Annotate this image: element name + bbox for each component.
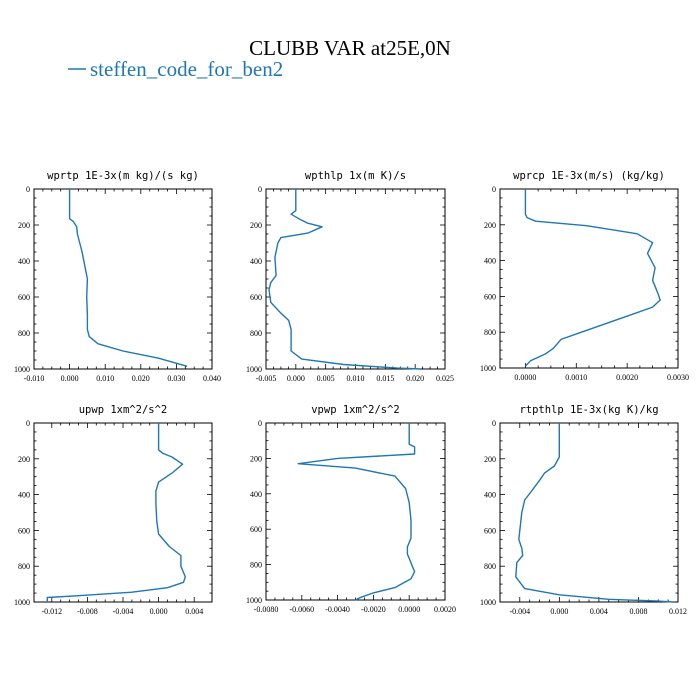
y-tick-label: 200 (484, 455, 496, 464)
y-tick-label: 1000 (14, 598, 30, 607)
x-tick-label: 0.000 (287, 374, 305, 383)
panel-1: wprtp 1E-3x(m kg)/(s kg) -0.010 0.000 0.010… (14, 170, 221, 383)
y-tick-label: 400 (250, 257, 262, 266)
y-tick-label: 1000 (246, 365, 262, 374)
x-tick-label: -0.004 (113, 607, 134, 616)
x-tick-label: 0.0000 (398, 605, 420, 614)
x-tick-label: 0.004 (185, 607, 203, 616)
y-tick-label: 1000 (480, 364, 496, 373)
panel-2: wpthlp 1x(m K)/s -0.005 0.000 0.005 0.010 0.0… (246, 170, 454, 383)
x-tick-label: 0.008 (629, 607, 647, 616)
x-tick-label: -0.005 (256, 374, 277, 383)
panel-5: vpwp 1xm^2/s^2 -0.0080 -0.0060 -0.0040 -0.00… (246, 404, 456, 614)
series-line (515, 423, 674, 603)
series-line (297, 423, 416, 601)
panel-title: vpwp 1xm^2/s^2 (311, 404, 400, 416)
y-tick-label: 600 (250, 293, 262, 302)
y-tick-label: 0 (26, 185, 30, 194)
y-tick-label: 600 (18, 526, 30, 535)
x-tick-label: -0.0020 (361, 605, 386, 614)
y-tick-label: 1000 (14, 365, 30, 374)
x-tick-label: -0.008 (77, 607, 98, 616)
x-tick-label: 0.025 (436, 374, 454, 383)
y-tick-label: 0 (258, 185, 262, 194)
x-tick-label: 0.0010 (565, 373, 587, 382)
y-tick-label: 0 (492, 419, 496, 428)
y-tick-label: 400 (18, 491, 30, 500)
plot-frame (265, 422, 446, 601)
figure-title: CLUBB VAR at25E,0N (249, 36, 451, 60)
x-tick-label: 0.000 (61, 374, 79, 383)
plot-frame (499, 422, 679, 603)
y-tick-label: 1000 (246, 596, 262, 605)
legend-label: steffen_code_for_ben2 (90, 57, 283, 81)
x-tick-label: -0.0080 (254, 605, 279, 614)
y-tick-label: 0 (492, 185, 496, 194)
x-tick-label: -0.0040 (325, 605, 350, 614)
y-tick-label: 200 (18, 221, 30, 230)
x-tick-label: 0.020 (406, 374, 424, 383)
y-tick-label: 800 (250, 329, 262, 338)
x-tick-label: -0.012 (41, 607, 62, 616)
y-tick-label: 600 (484, 526, 496, 535)
x-tick-label: 0.0030 (667, 373, 689, 382)
y-tick-label: 800 (18, 562, 30, 571)
x-tick-label: 0.005 (317, 374, 335, 383)
y-tick-label: 600 (484, 292, 496, 301)
x-tick-label: 0.0000 (514, 373, 536, 382)
panel-4: upwp 1xm^2/s^2 -0.012 -0.008 -0.004 0.000 0.0… (14, 404, 213, 616)
series-line (524, 189, 661, 367)
y-tick-label: 600 (250, 525, 262, 534)
y-tick-label: 400 (484, 257, 496, 266)
x-tick-label: 0.015 (376, 374, 394, 383)
series-line (68, 189, 188, 367)
plot-frame (33, 188, 213, 370)
y-tick-label: 1000 (480, 598, 496, 607)
x-tick-label: 0.0020 (616, 373, 638, 382)
x-tick-label: 0.000 (150, 607, 168, 616)
y-tick-label: 800 (484, 328, 496, 337)
panel-title: wpthlp 1x(m K)/s (305, 170, 406, 182)
x-tick-label: 0.004 (590, 607, 608, 616)
panel-title: rtpthlp 1E-3x(kg K)/kg (519, 404, 658, 416)
panel-title: wprcp 1E-3x(m/s) (kg/kg) (513, 170, 665, 182)
x-tick-label: 0.000 (550, 607, 568, 616)
x-tick-label: 0.020 (132, 374, 150, 383)
x-tick-label: 0.0020 (434, 605, 456, 614)
y-tick-label: 800 (18, 329, 30, 338)
y-tick-label: 800 (484, 562, 496, 571)
y-tick-label: 400 (484, 491, 496, 500)
x-tick-label: 0.010 (96, 374, 114, 383)
y-tick-label: 200 (484, 221, 496, 230)
x-tick-label: -0.004 (509, 607, 530, 616)
y-tick-label: 200 (250, 221, 262, 230)
y-tick-label: 0 (258, 419, 262, 428)
x-tick-label: 0.030 (167, 374, 185, 383)
y-tick-label: 200 (250, 454, 262, 463)
x-tick-label: 0.040 (203, 374, 221, 383)
panel-title: upwp 1xm^2/s^2 (79, 404, 168, 416)
y-tick-label: 400 (250, 490, 262, 499)
series-line (268, 189, 422, 370)
x-tick-label: -0.010 (24, 374, 45, 383)
y-tick-label: 600 (18, 293, 30, 302)
panel-title: wprtp 1E-3x(m kg)/(s kg) (47, 170, 199, 182)
x-tick-label: 0.012 (669, 607, 687, 616)
x-tick-label: -0.0060 (289, 605, 314, 614)
y-tick-label: 200 (18, 455, 30, 464)
series-line (46, 423, 187, 602)
y-tick-label: 0 (26, 419, 30, 428)
panels: wprtp 1E-3x(m kg)/(s kg) -0.010 0.000 0.010… (14, 170, 689, 616)
y-tick-label: 400 (18, 257, 30, 266)
x-tick-label: 0.010 (347, 374, 365, 383)
legend: steffen_code_for_ben2 (68, 57, 283, 81)
y-tick-label: 800 (250, 561, 262, 570)
panel-3: wprcp 1E-3x(m/s) (kg/kg) 0.0000 0.0010 0.00… (480, 170, 689, 382)
panel-6: rtpthlp 1E-3x(kg K)/kg -0.004 0.000 0.004 0.… (480, 404, 687, 616)
